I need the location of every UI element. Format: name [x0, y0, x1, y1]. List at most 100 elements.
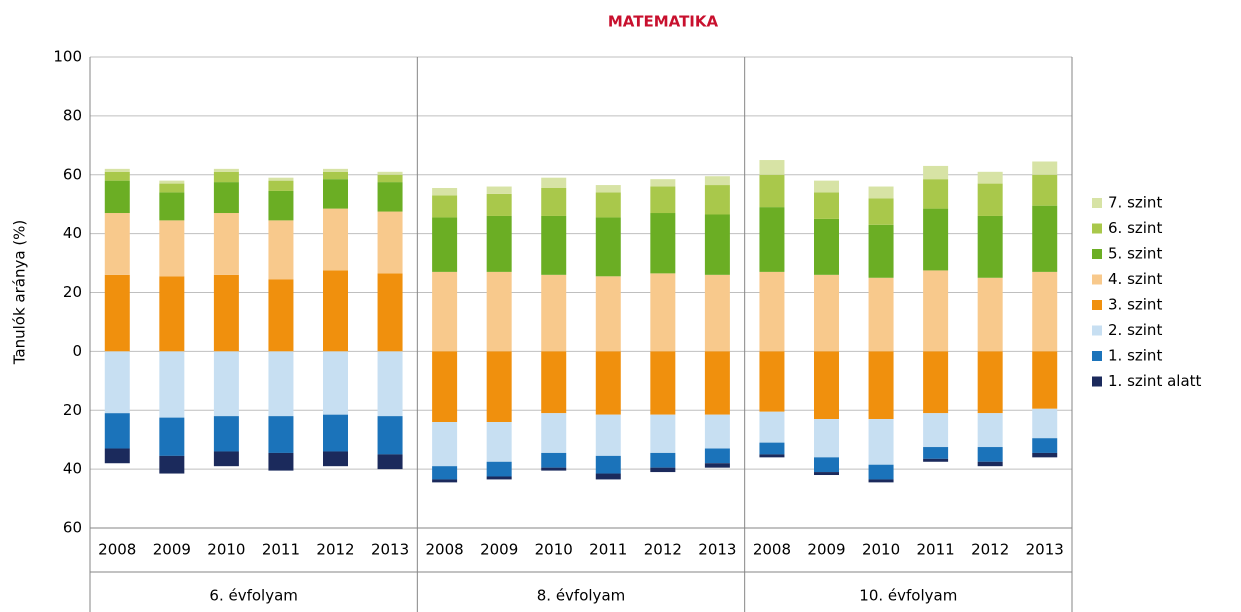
bar-segment [486, 461, 512, 477]
bar-segment [814, 351, 839, 420]
y-tick-label: 60 [63, 165, 82, 183]
bar-segment [814, 180, 839, 193]
bar-segment [704, 274, 730, 352]
bar-segment [432, 466, 458, 480]
bar-segment [159, 455, 185, 474]
bar-segment [923, 351, 949, 414]
bar-segment [377, 273, 403, 352]
bar-segment [595, 217, 621, 277]
bar-segment [977, 461, 1003, 467]
y-tick-label: 60 [63, 519, 82, 537]
bar-segment [432, 271, 458, 352]
bar-segment [595, 473, 621, 480]
bar-segment [104, 274, 130, 352]
bar-segment [159, 276, 185, 352]
bar-segment [923, 208, 949, 271]
x-tick-label: 2012 [644, 541, 682, 559]
bar-segment [814, 192, 839, 219]
bar-segment [759, 207, 785, 272]
bar-segment [595, 455, 621, 474]
bar-segment [541, 413, 567, 453]
bar-segment [814, 472, 839, 476]
bar-segment [213, 213, 239, 275]
bar-segment [814, 218, 839, 275]
bar-segment [541, 351, 567, 414]
bar-segment [268, 177, 294, 181]
bar-segment [541, 467, 567, 471]
bar-segment [759, 351, 785, 412]
bar-segment [213, 451, 239, 467]
bar-segment [759, 174, 785, 208]
bar-segment [104, 171, 130, 181]
bar-segment [977, 183, 1003, 216]
bar-segment [213, 416, 239, 452]
y-tick-label: 80 [63, 106, 82, 124]
bar-segment [704, 176, 730, 186]
bar-segment [704, 214, 730, 275]
y-tick-label: 0 [72, 342, 82, 360]
bar-segment [104, 413, 130, 449]
bar-segment [1032, 174, 1058, 206]
bar-segment [268, 351, 294, 417]
bar-segment [977, 215, 1003, 278]
bar-segment [486, 351, 512, 423]
bar-segment [323, 179, 348, 209]
bar-segment [650, 414, 676, 453]
bar-segment [759, 411, 785, 443]
legend-swatch [1092, 274, 1102, 285]
x-tick-label: 2009 [153, 541, 191, 559]
bar-segment [377, 171, 403, 175]
bar-segment [323, 171, 348, 180]
legend-label: 5. szint [1108, 245, 1162, 263]
x-tick-label: 2009 [480, 541, 518, 559]
bar-segment [159, 183, 185, 193]
x-tick-label: 2010 [207, 541, 245, 559]
bar-segment [268, 416, 294, 453]
legend-swatch [1092, 249, 1102, 259]
y-tick-label: 40 [63, 224, 82, 242]
bar-segment [923, 413, 949, 448]
x-tick-label: 2010 [535, 541, 573, 559]
group-label: 10. évfolyam [859, 587, 957, 605]
bar-segment [268, 279, 294, 352]
bar-segment [923, 270, 949, 352]
bar-segment [104, 448, 130, 464]
bar-segment [104, 351, 130, 414]
y-tick-label: 20 [63, 283, 82, 301]
bar-segment [159, 192, 185, 221]
legend-swatch [1092, 351, 1102, 361]
bar-segment [977, 413, 1003, 448]
legend-swatch [1092, 376, 1102, 387]
bar-segment [486, 422, 512, 462]
x-tick-label: 2011 [589, 541, 627, 559]
bar-segment [704, 351, 730, 415]
legend-label: 4. szint [1108, 270, 1162, 288]
bar-segment [268, 190, 294, 221]
bar-segment [650, 213, 676, 274]
bar-segment [595, 276, 621, 352]
bar-segment [104, 213, 130, 275]
bar-segment [814, 457, 839, 473]
bar-segment [159, 220, 185, 277]
chart-title: MATEMATIKA [608, 13, 719, 31]
bar-segment [650, 452, 676, 468]
bar-segment [377, 211, 403, 274]
legend-swatch [1092, 198, 1102, 208]
x-tick-label: 2012 [971, 541, 1009, 559]
bar-segment [323, 270, 348, 352]
bar-segment [323, 414, 348, 452]
bar-segment [486, 193, 512, 216]
bar-segment [104, 180, 130, 214]
bar-segment [1032, 161, 1058, 175]
bar-segment [595, 192, 621, 218]
bar-segment [977, 447, 1003, 462]
legend-label: 6. szint [1108, 219, 1162, 237]
legend-label: 3. szint [1108, 296, 1162, 314]
bar-segment [213, 274, 239, 352]
y-axis-title: Tanulók aránya (%) [11, 220, 29, 366]
bar-segment [650, 179, 676, 187]
bar-segment [977, 351, 1003, 414]
bar-segment [432, 479, 458, 483]
legend-label: 1. szint [1108, 347, 1162, 365]
